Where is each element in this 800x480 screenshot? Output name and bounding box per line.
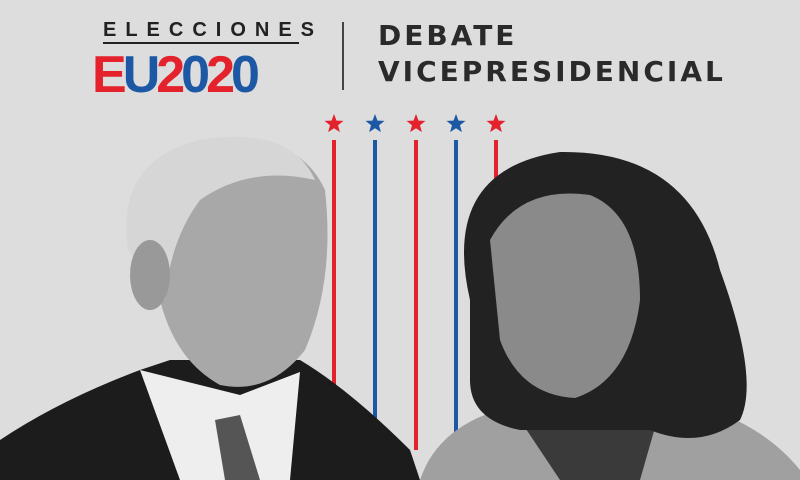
logo-letter: 2	[206, 46, 235, 104]
star-icon	[365, 114, 385, 133]
star-icon	[324, 114, 344, 133]
logo-letter: 0	[181, 46, 210, 104]
stripe-line	[414, 140, 418, 450]
logo-elecciones-text: ELECCIONES	[103, 18, 314, 44]
stripe-line	[454, 140, 458, 450]
logo-letter: 0	[231, 46, 260, 104]
logo-letter: U	[122, 46, 161, 104]
star-icon	[446, 114, 466, 133]
divider	[342, 22, 344, 90]
logo-letter: 2	[156, 46, 185, 104]
title-line-2: VICEPRESIDENCIAL	[378, 55, 726, 88]
star-icon	[486, 114, 506, 133]
photo-right-person	[420, 151, 800, 480]
logo-eu2020: EU2020	[92, 49, 260, 101]
stripe-line	[332, 140, 336, 450]
title-line-1: DEBATE	[378, 19, 518, 52]
photo-left-person	[0, 136, 420, 480]
star-icon	[406, 114, 426, 133]
stripe-line	[373, 140, 377, 450]
logo-letter: E	[92, 46, 127, 104]
